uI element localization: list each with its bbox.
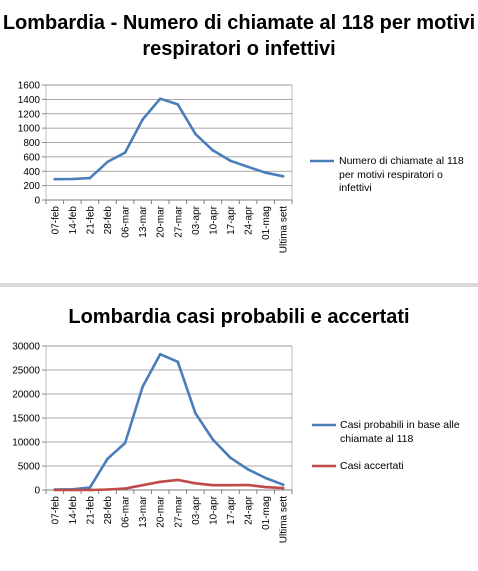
- data-point: [246, 468, 250, 471]
- data-point: [194, 132, 197, 136]
- y-tick-label: 800: [23, 138, 40, 149]
- calls-chart: 0 200 400 600 800 1000 1200 1400 1600 07-feb 14-fe…: [18, 81, 334, 253]
- data-point: [141, 483, 144, 487]
- series-line: [53, 97, 285, 181]
- data-point: [176, 478, 180, 482]
- y-tick-label: 25000: [12, 366, 40, 377]
- data-point: [106, 160, 109, 164]
- x-tick-label: 10-apr: [208, 495, 219, 525]
- chart-title: Lombardia - Numero di chiamate al 118 pe…: [2, 12, 476, 60]
- x-tick-label: 27-mar: [173, 495, 184, 527]
- data-point: [71, 488, 74, 492]
- x-tick-label: 06-mar: [121, 205, 132, 237]
- y-tick-label: 1200: [18, 109, 41, 120]
- x-tick-label: 20-mar: [156, 495, 167, 527]
- data-point: [123, 487, 127, 490]
- panel-divider: [0, 283, 478, 287]
- data-point: [123, 151, 127, 154]
- series-line: [53, 352, 285, 491]
- y-tick-label: 0: [34, 486, 40, 497]
- chart-panel-cases: Lombardia casi probabili e accertati 0 50…: [0, 288, 478, 571]
- data-point: [158, 97, 162, 100]
- x-tick-label: 28-feb: [103, 206, 114, 235]
- x-tick-label: 03-apr: [191, 205, 202, 235]
- y-tick-label: 200: [23, 181, 40, 192]
- data-point: [194, 481, 197, 485]
- x-tick-label: 17-apr: [226, 205, 237, 235]
- data-point: [123, 441, 127, 445]
- legend-label-confirmed: Casi accertati: [340, 460, 404, 472]
- x-tick-label: 14-feb: [68, 496, 79, 525]
- y-tick-label: 400: [23, 167, 40, 178]
- x-tick-label: 10-apr: [208, 205, 219, 235]
- data-point: [141, 118, 144, 121]
- y-tick-label: 5000: [18, 462, 41, 473]
- chart-title: Lombardia casi probabili e accertati: [68, 306, 410, 328]
- data-point: [53, 177, 57, 181]
- data-point: [229, 483, 232, 487]
- data-point: [176, 103, 180, 106]
- data-point: [106, 488, 109, 491]
- x-tick-label: 17-apr: [226, 495, 237, 525]
- y-tick-label: 1400: [18, 95, 41, 106]
- y-tick-label: 10000: [12, 438, 40, 449]
- data-point: [281, 174, 285, 178]
- x-tick-label: 01-mag: [261, 206, 272, 240]
- chart-panel-calls: Lombardia - Numero di chiamate al 118 pe…: [0, 0, 478, 282]
- data-point: [246, 483, 250, 487]
- y-tick-label: 15000: [12, 414, 40, 425]
- y-tick-label: 20000: [12, 390, 40, 401]
- x-tick-label: 28-feb: [103, 496, 114, 525]
- data-point: [106, 457, 109, 461]
- x-tick-label: 07-feb: [50, 206, 61, 235]
- cases-chart: 0 5000 10000 15000 20000 25000 30000 07-feb 14-f…: [12, 342, 336, 543]
- x-tick-label: 14-feb: [68, 206, 79, 235]
- data-point: [158, 352, 162, 356]
- data-point: [211, 149, 215, 152]
- data-point: [176, 360, 180, 364]
- series-line: [53, 478, 285, 492]
- data-point: [194, 411, 197, 415]
- data-point: [88, 176, 92, 180]
- x-tick-label: Ultima sett: [279, 496, 290, 543]
- x-tick-label: 13-mar: [138, 205, 149, 237]
- x-tick-label: 13-mar: [138, 495, 149, 527]
- y-tick-label: 30000: [12, 342, 40, 353]
- data-point: [71, 177, 74, 181]
- x-tick-label: 20-mar: [156, 205, 167, 237]
- x-tick-label: 24-apr: [244, 495, 255, 525]
- x-tick-label: 07-feb: [50, 496, 61, 525]
- x-tick-label: 24-apr: [244, 205, 255, 235]
- data-point: [229, 456, 232, 460]
- y-tick-label: 1000: [18, 124, 41, 135]
- x-tick-label: Ultima sett: [279, 206, 290, 253]
- data-point: [264, 485, 267, 489]
- data-point: [281, 483, 285, 487]
- y-tick-label: 0: [34, 196, 40, 207]
- data-point: [281, 486, 285, 490]
- x-tick-label: 21-feb: [85, 496, 96, 525]
- data-point: [88, 488, 92, 492]
- data-point: [264, 171, 267, 174]
- data-point: [264, 476, 267, 480]
- x-tick-label: 21-feb: [85, 206, 96, 235]
- data-point: [211, 438, 215, 441]
- x-tick-label: 01-mag: [261, 496, 272, 530]
- data-point: [158, 480, 162, 484]
- x-tick-label: 03-apr: [191, 495, 202, 525]
- legend-label-calls: Numero di chiamate al 118 per motivi res…: [339, 155, 464, 194]
- data-point: [211, 483, 215, 487]
- data-point: [246, 165, 250, 169]
- y-tick-label: 600: [23, 152, 40, 163]
- data-point: [141, 385, 144, 389]
- data-point: [229, 159, 232, 163]
- y-tick-label: 1600: [18, 81, 41, 92]
- data-point: [53, 488, 57, 492]
- legend-label-probable: Casi probabili in base alle chiamate al …: [340, 419, 460, 445]
- x-tick-label: 27-mar: [173, 205, 184, 237]
- data-point: [88, 486, 92, 489]
- x-tick-label: 06-mar: [121, 495, 132, 527]
